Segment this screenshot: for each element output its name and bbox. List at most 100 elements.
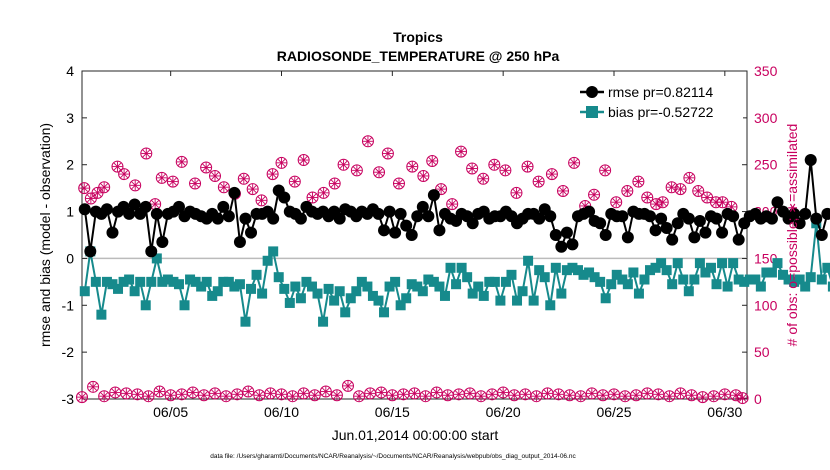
bias-point bbox=[512, 295, 523, 306]
obs-point bbox=[574, 390, 587, 403]
obs-assim-stroke bbox=[319, 188, 328, 197]
obs-point bbox=[486, 388, 499, 401]
obs-assim-stroke bbox=[308, 193, 317, 202]
obs-possible-marker bbox=[665, 181, 678, 194]
bias-point bbox=[306, 281, 317, 292]
obs-assim-stroke bbox=[80, 184, 89, 193]
bias-point bbox=[379, 307, 390, 318]
obs-assim-stroke bbox=[266, 389, 275, 398]
bias-point bbox=[606, 279, 617, 290]
bias-point bbox=[124, 274, 135, 285]
obs-assim-stroke bbox=[288, 392, 297, 401]
obs-point bbox=[306, 191, 319, 204]
rmse-point bbox=[544, 210, 557, 223]
obs-possible-marker bbox=[337, 158, 350, 171]
obs-point bbox=[707, 390, 720, 403]
obs-assim-stroke bbox=[299, 156, 308, 164]
obs-assim-stroke bbox=[344, 381, 352, 390]
obs-possible-marker bbox=[430, 386, 443, 399]
rmse-point bbox=[616, 210, 629, 223]
rmse-point bbox=[245, 226, 258, 239]
bias-point bbox=[273, 272, 284, 283]
obs-point bbox=[452, 388, 465, 401]
obs-point bbox=[674, 387, 687, 400]
bias-point bbox=[645, 265, 656, 276]
rmse-point bbox=[716, 226, 729, 239]
bias-point bbox=[146, 276, 157, 287]
bias-point bbox=[595, 276, 606, 287]
obs-possible-marker bbox=[463, 387, 476, 400]
y2-axis-label: # of obs: o=possible; ∗=assimilated bbox=[784, 124, 800, 347]
obs-assim-stroke bbox=[448, 200, 457, 208]
obs-point bbox=[736, 392, 749, 405]
obs-assim-stroke bbox=[479, 174, 488, 183]
bias-point bbox=[456, 262, 467, 273]
bias-point bbox=[689, 274, 700, 285]
obs-possible-marker bbox=[288, 175, 301, 188]
obs-point bbox=[466, 162, 479, 175]
bias-point bbox=[185, 274, 196, 285]
rmse-point bbox=[411, 210, 424, 223]
y-tick-label: 2 bbox=[66, 157, 74, 173]
rmse-point bbox=[583, 205, 596, 218]
obs-assim-stroke bbox=[142, 149, 151, 158]
obs-assim-stroke bbox=[177, 390, 186, 399]
rmse-point bbox=[150, 207, 163, 220]
rmse-point bbox=[106, 226, 119, 239]
obs-possible-marker bbox=[381, 147, 394, 160]
obs-assim-stroke bbox=[366, 389, 375, 398]
rmse-point bbox=[732, 233, 745, 246]
bias-point bbox=[118, 276, 129, 287]
bias-point bbox=[251, 269, 262, 280]
obs-point bbox=[417, 169, 430, 182]
obs-possible-marker bbox=[242, 385, 255, 398]
obs-possible-marker bbox=[330, 389, 343, 402]
rmse-point bbox=[621, 231, 634, 244]
obs-assim-stroke bbox=[155, 387, 164, 396]
obs-point bbox=[650, 198, 663, 211]
obs-point bbox=[364, 387, 377, 400]
obs-possible-marker bbox=[532, 175, 545, 188]
legend-bias-label: bias pr=-0.52722 bbox=[608, 104, 714, 120]
bias-point bbox=[218, 276, 229, 287]
obs-point bbox=[189, 177, 202, 190]
rmse-point bbox=[649, 224, 662, 237]
bias-point bbox=[79, 286, 90, 297]
obs-point bbox=[319, 385, 332, 398]
obs-assim-stroke bbox=[610, 390, 618, 399]
bias-point bbox=[168, 276, 179, 287]
x-tick-label: 06/20 bbox=[486, 404, 521, 420]
obs-possible-marker bbox=[466, 162, 479, 175]
obs-assim-stroke bbox=[233, 390, 242, 399]
obs-point bbox=[641, 387, 654, 400]
bias-point bbox=[318, 316, 329, 327]
rmse-point bbox=[655, 212, 668, 225]
obs-possible-marker bbox=[209, 387, 221, 400]
obs-assim-stroke bbox=[443, 391, 452, 400]
obs-possible-marker bbox=[641, 191, 654, 204]
obs-assim-stroke bbox=[432, 388, 441, 397]
obs-point bbox=[373, 166, 386, 179]
obs-assim-stroke bbox=[277, 390, 286, 399]
obs-point bbox=[718, 388, 731, 401]
bias-point bbox=[151, 253, 162, 264]
obs-assim-stroke bbox=[612, 198, 621, 207]
bias-point bbox=[639, 274, 650, 285]
bias-point bbox=[744, 274, 755, 285]
obs-assim-stroke bbox=[490, 160, 499, 169]
obs-assim-stroke bbox=[698, 393, 707, 402]
chart-subtitle: RADIOSONDE_TEMPERATURE @ 250 hPa bbox=[277, 48, 560, 64]
obs-point bbox=[129, 179, 142, 192]
rmse-point bbox=[405, 229, 418, 241]
bias-point bbox=[262, 255, 273, 266]
rmse-point bbox=[533, 212, 546, 225]
bias-point bbox=[190, 276, 201, 287]
bias-point bbox=[445, 262, 456, 273]
y-tick-label: -3 bbox=[62, 391, 75, 407]
obs-assim-stroke bbox=[364, 137, 372, 146]
obs-assim-stroke bbox=[501, 166, 510, 175]
obs-assim-stroke bbox=[375, 168, 383, 177]
bias-point bbox=[323, 283, 334, 294]
obs-assim-stroke bbox=[222, 392, 231, 401]
